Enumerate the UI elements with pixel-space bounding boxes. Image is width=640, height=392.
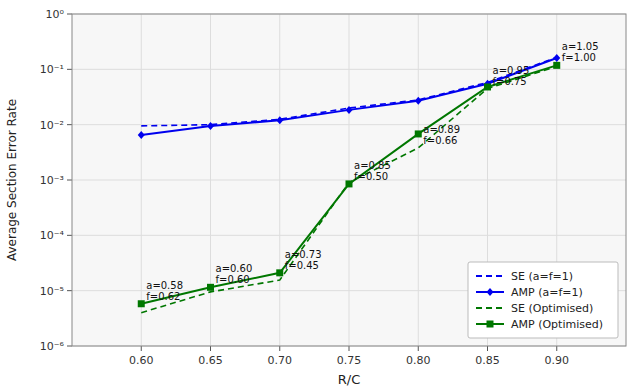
tick [67,290,72,291]
tick [418,346,419,351]
tick [210,346,211,351]
line [141,58,557,135]
tick-label: 0.85 [475,354,500,367]
line [141,57,557,126]
tick [141,346,142,351]
tick-label: 10⁻¹ [40,63,64,76]
plot-area [72,14,626,346]
annotation: a=0.85f=0.50 [354,160,391,182]
legend-label: SE (Optimised) [511,302,593,315]
tick [67,14,72,15]
legend-marker [487,321,494,328]
legend-swatch [476,275,504,277]
legend-marker [487,288,494,296]
annotation: a=0.58f=0.62 [146,280,183,302]
marker [415,97,422,105]
tick [279,346,280,351]
tick [67,346,72,347]
annotation: a=0.95f=0.75 [493,65,530,87]
marker [207,122,214,130]
tick [67,235,72,236]
plot-frame [72,14,626,346]
tick-label: 10⁻⁴ [40,229,65,242]
marker [276,116,283,124]
tick-label: 0.65 [198,354,223,367]
grid-line [349,14,350,346]
grid [72,14,626,346]
marker [346,180,353,187]
annotation: a=0.60f=0.60 [216,263,253,285]
tick [349,346,350,351]
tick-label: 0.60 [129,354,154,367]
annotation: a=1.05f=1.00 [562,41,599,63]
chart: 10⁻⁶ 10⁻⁵ 10⁻⁴ 10⁻³ 10⁻² 10⁻¹ 10⁰ 0.60 0.65 0.70 0… [0,0,640,392]
marker [553,62,560,69]
marker [207,284,214,291]
marker [138,131,145,139]
tick-label: 10⁻² [40,119,64,132]
tick [487,346,488,351]
marker [484,83,491,90]
annotation: a=0.89f=0.66 [423,124,460,146]
legend-label: AMP (a=f=1) [511,286,583,299]
legend-label: AMP (Optimised) [511,318,603,331]
tick-label: 10⁻⁵ [40,285,64,298]
legend-swatch [476,307,504,309]
marker [138,300,145,307]
marker [276,269,283,276]
legend-box [468,262,618,338]
y-axis-label: Average Section Error Rate [5,99,19,261]
tick-label: 0.90 [545,354,570,367]
annotation: a=0.73f=0.45 [285,249,322,271]
grid-line [141,14,142,346]
series [138,54,561,139]
marker [553,54,560,62]
grid-line [418,14,419,346]
marker [415,130,422,137]
marker [346,106,353,114]
legend-label: SE (a=f=1) [511,270,573,283]
tick [556,346,557,351]
tick-label: 10⁻⁶ [40,340,65,353]
grid-line [210,14,211,346]
grid-line [279,14,280,346]
x-axis-label: R/C [338,372,361,387]
tick-label: 0.80 [406,354,431,367]
tick-label: 10⁰ [46,8,65,21]
tick-label: 0.75 [337,354,362,367]
tick [67,69,72,70]
legend: SE (a=f=1) AMP (a=f=1) SE (Optimised) AMP (… [468,262,618,338]
tick-label: 10⁻³ [40,174,64,187]
tick [67,180,72,181]
tick [67,124,72,125]
tick-label: 0.70 [268,354,293,367]
series [141,57,557,126]
